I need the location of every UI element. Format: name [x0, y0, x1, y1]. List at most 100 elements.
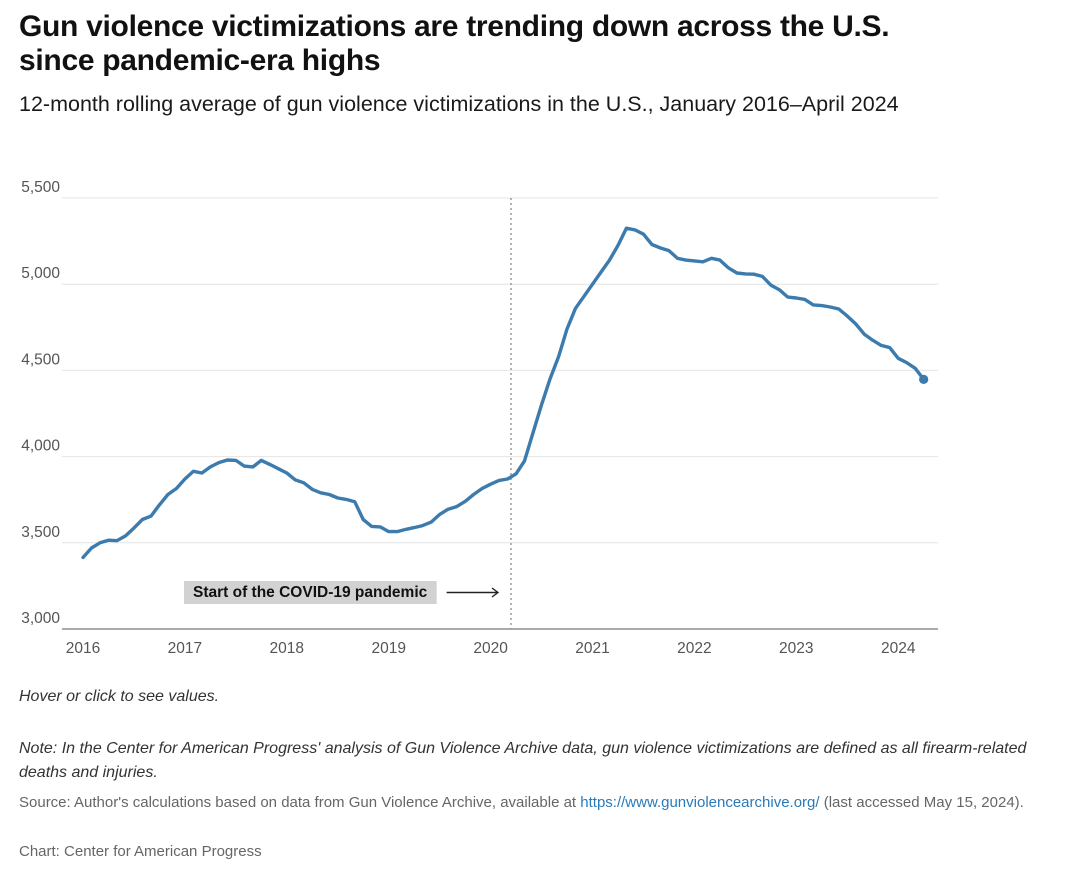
data-point[interactable]: 3,720	[155, 501, 163, 509]
data-point[interactable]: 3,655	[147, 512, 155, 520]
data-point[interactable]: 4,450	[546, 375, 554, 383]
data-point[interactable]: 3,815	[172, 484, 180, 492]
data-point[interactable]: 5,140	[682, 256, 690, 264]
data-point[interactable]: 4,995	[767, 281, 775, 289]
data-point[interactable]: 5,065	[733, 269, 741, 277]
data-point[interactable]: 3,870	[181, 475, 189, 483]
data-point[interactable]: 3,780	[164, 491, 172, 499]
data-point[interactable]: 5,230	[648, 241, 656, 249]
data-point[interactable]: 4,710	[860, 330, 868, 338]
data-point[interactable]: 3,540	[121, 532, 129, 540]
data-point[interactable]: 3,600	[419, 522, 427, 530]
data-point[interactable]: 3,978	[257, 456, 265, 464]
data-point[interactable]: 3,865	[291, 476, 299, 484]
data-point[interactable]: 4,740	[563, 325, 571, 333]
data-point[interactable]: 3,635	[359, 516, 367, 524]
series-line-gun-violence-victimizations[interactable]	[81, 226, 926, 560]
data-point[interactable]: 4,868	[826, 303, 834, 311]
data-point[interactable]: 3,905	[198, 469, 206, 477]
data-point[interactable]: 3,695	[444, 505, 452, 513]
data-point[interactable]: 3,665	[436, 510, 444, 518]
data-point[interactable]: 4,925	[784, 293, 792, 301]
data-point[interactable]: 3,780	[470, 491, 478, 499]
data-point[interactable]: 3,620	[427, 518, 435, 526]
data-point[interactable]: 3,862	[495, 476, 503, 484]
data-point[interactable]: 5,150	[673, 254, 681, 262]
data-point[interactable]: 3,790	[317, 489, 325, 497]
data-point[interactable]: 3,848	[300, 479, 308, 487]
data-point[interactable]: 4,545	[903, 359, 911, 367]
data-point[interactable]: 5,000	[589, 280, 597, 288]
data-point[interactable]: 4,512	[911, 364, 919, 372]
data-point[interactable]: 4,140	[529, 428, 537, 436]
data-point[interactable]: 5,045	[758, 272, 766, 280]
data-point[interactable]: 5,150	[707, 254, 715, 262]
data-point[interactable]: 5,095	[724, 264, 732, 272]
data-point[interactable]: 3,940	[206, 463, 214, 471]
data-point[interactable]: 5,140	[606, 256, 614, 264]
data-point[interactable]: 5,290	[639, 230, 647, 238]
data-point[interactable]: 3,635	[138, 516, 146, 524]
data-point[interactable]: 3,738	[351, 498, 359, 506]
data-point[interactable]: 4,815	[843, 312, 851, 320]
data-point[interactable]: 4,580	[555, 353, 563, 361]
data-point[interactable]: 5,058	[750, 270, 758, 278]
data-point[interactable]: 3,588	[410, 524, 418, 532]
data-point[interactable]: 3,940	[249, 463, 257, 471]
data-point[interactable]: 3,815	[478, 484, 486, 492]
data-point[interactable]: 3,565	[393, 528, 401, 536]
data-point[interactable]: 3,592	[376, 523, 384, 531]
source-link[interactable]: https://www.gunviolencearchive.org/	[580, 794, 820, 811]
data-point[interactable]: 3,955	[266, 460, 274, 468]
data-point[interactable]: 5,130	[699, 258, 707, 266]
data-point[interactable]: 5,225	[614, 241, 622, 249]
data-point[interactable]: 3,905	[283, 469, 291, 477]
data-point[interactable]: 3,760	[334, 494, 342, 502]
data-point[interactable]: 4,632	[886, 344, 894, 352]
data-point[interactable]: 5,210	[656, 244, 664, 252]
data-point[interactable]: 5,060	[741, 270, 749, 278]
data-point[interactable]: 4,860	[571, 304, 579, 312]
data-point[interactable]: 3,900	[512, 470, 520, 478]
data-point[interactable]: 4,770	[852, 320, 860, 328]
data-point[interactable]: 3,780	[325, 491, 333, 499]
data-point[interactable]: 3,515	[104, 536, 112, 544]
data-point[interactable]: 5,325	[622, 224, 630, 232]
data-point[interactable]: 5,315	[631, 226, 639, 234]
data-point[interactable]: 3,585	[130, 524, 138, 532]
data-point[interactable]: 4,920	[792, 294, 800, 302]
data-point[interactable]: 4,912	[801, 295, 809, 303]
data-point[interactable]: 5,070	[597, 268, 605, 276]
data-point[interactable]: 4,300	[538, 401, 546, 409]
data-point[interactable]: 3,980	[223, 456, 231, 464]
data-point[interactable]: 3,710	[453, 503, 461, 511]
data-point[interactable]: 4,930	[580, 292, 588, 300]
data-point[interactable]: 3,595	[368, 522, 376, 530]
data-point[interactable]: 3,565	[385, 528, 393, 536]
data-point[interactable]: 4,856	[835, 305, 843, 313]
data-point[interactable]: 4,570	[894, 354, 902, 362]
data-point[interactable]: 3,965	[215, 459, 223, 467]
series-data-points[interactable]: 3,4153,4703,5003,5153,5123,5403,5853,635…	[79, 224, 928, 561]
data-point[interactable]: 3,578	[402, 525, 410, 533]
data-point[interactable]: 3,500	[96, 539, 104, 547]
data-point[interactable]: 3,975	[521, 457, 529, 465]
data-point[interactable]: 4,968	[775, 286, 783, 294]
data-point[interactable]: 3,512	[113, 537, 121, 545]
data-point[interactable]: 3,978	[232, 456, 240, 464]
data-point[interactable]: 3,840	[487, 480, 495, 488]
data-point[interactable]: 3,945	[240, 462, 248, 470]
data-point[interactable]: 4,675	[869, 336, 877, 344]
data-point[interactable]: 5,135	[690, 257, 698, 265]
data-point[interactable]: 3,740	[461, 497, 469, 505]
data-point[interactable]: 4,645	[877, 341, 885, 349]
data-point[interactable]: 5,140	[716, 256, 724, 264]
data-point[interactable]: 3,810	[308, 485, 316, 493]
series-end-point[interactable]	[919, 374, 929, 384]
data-point[interactable]: 4,876	[818, 302, 826, 310]
data-point[interactable]: 3,915	[189, 467, 197, 475]
data-point[interactable]: 3,752	[342, 495, 350, 503]
data-point[interactable]: 3,470	[87, 544, 95, 552]
data-point[interactable]: 5,195	[665, 247, 673, 255]
